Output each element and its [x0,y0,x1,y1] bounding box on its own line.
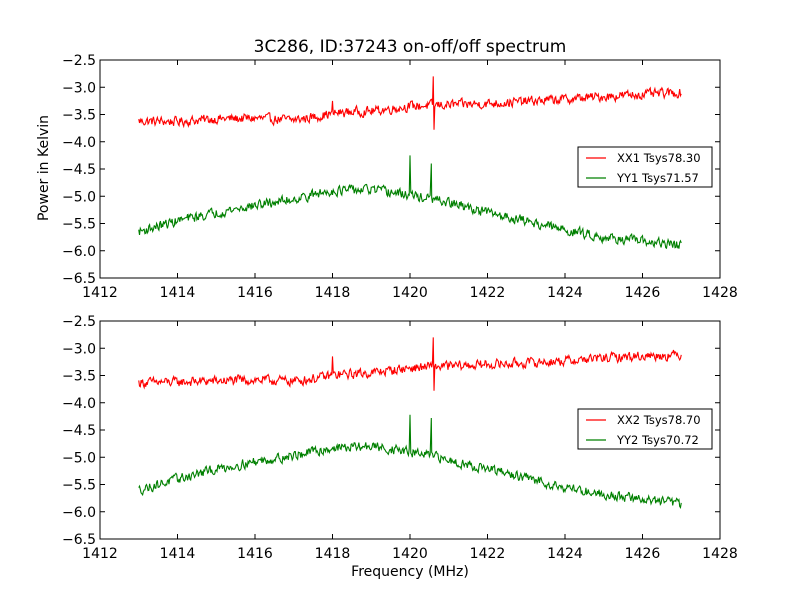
x-tick-label: 1420 [392,546,428,562]
x-tick-label: 1428 [702,546,738,562]
legend: XX1 Tsys78.30 YY1 Tsys71.57 [577,146,713,188]
legend-box [577,408,713,450]
top-spectrum-panel: 1412 1414 1416 1418 1420 1422 1424 1426 1428 −2.5… [62,53,738,301]
x-tick-label: 1422 [470,285,506,301]
x-tick-label: 1418 [315,546,351,562]
y-tick-label: −2.5 [62,53,96,69]
figure-title: 3C286, ID:37243 on-off/off spectrum [254,37,567,57]
y-tick-label: −4.5 [62,162,96,178]
legend-box [577,146,713,188]
y-tick-label: −6.5 [62,271,96,287]
y-tick-label: −4.0 [62,396,96,412]
y-tick-label: −3.5 [62,108,96,124]
series-line-xx1 [138,76,682,130]
y-tick-label: −4.0 [62,135,96,151]
x-tick-label: 1428 [702,285,738,301]
x-tick-label: 1412 [82,285,118,301]
x-tick-label: 1412 [82,546,118,562]
x-tick-label: 1426 [625,546,661,562]
y-tick-label: −5.0 [62,450,96,466]
legend-label: XX1 Tsys78.30 [617,151,701,165]
x-tick-label: 1420 [392,285,428,301]
bottom-spectrum-panel: 1412 1414 1416 1418 1420 1422 1424 1426 1428 −2.5… [62,314,738,562]
y-tick-label: −4.5 [62,423,96,439]
x-tick-label: 1422 [470,546,506,562]
y-axis-label: Power in Kelvin [36,115,52,221]
x-tick-label: 1414 [160,546,196,562]
series-line-yy1 [138,155,682,250]
x-tick-label: 1416 [237,546,273,562]
x-tick-label: 1416 [237,285,273,301]
series-line-yy2 [138,414,682,510]
legend-label: YY1 Tsys71.57 [616,171,699,185]
x-tick-label: 1414 [160,285,196,301]
x-tick-label: 1426 [625,285,661,301]
y-tick-label: −5.5 [62,478,96,494]
legend: XX2 Tsys78.70 YY2 Tsys70.72 [577,408,713,450]
y-tick-label: −5.0 [62,189,96,205]
y-tick-label: −5.5 [62,217,96,233]
y-tick-label: −2.5 [62,314,96,330]
y-tick-label: −6.5 [62,532,96,548]
y-tick-label: −6.0 [62,244,96,260]
y-tick-label: −3.0 [62,80,96,96]
series-line-xx2 [138,337,682,391]
y-tick-label: −3.5 [62,369,96,385]
y-tick-label: −3.0 [62,341,96,357]
x-axis-label: Frequency (MHz) [351,564,469,580]
x-tick-label: 1418 [315,285,351,301]
x-tick-label: 1424 [547,546,583,562]
y-tick-label: −6.0 [62,505,96,521]
legend-label: YY2 Tsys70.72 [616,433,699,447]
legend-label: XX2 Tsys78.70 [617,413,701,427]
x-tick-label: 1424 [547,285,583,301]
